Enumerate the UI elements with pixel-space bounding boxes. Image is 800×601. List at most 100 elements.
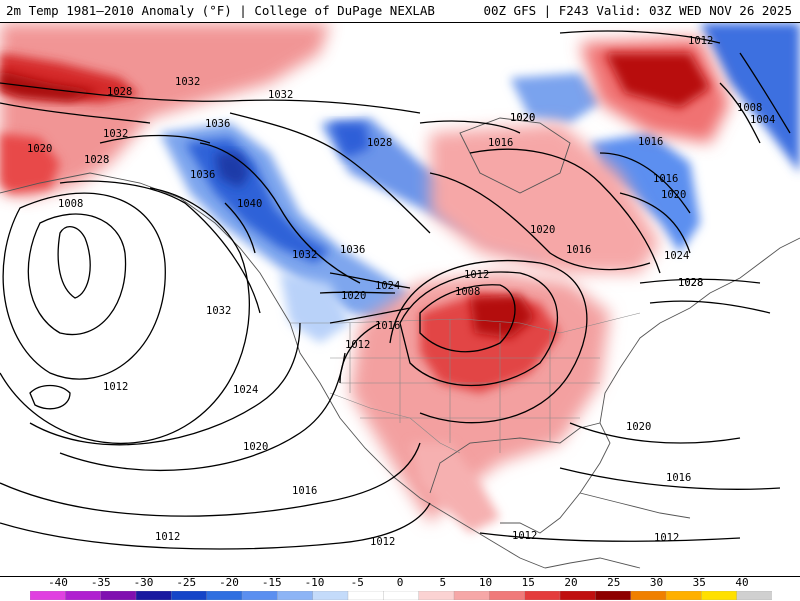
colorbar-swatch: [100, 591, 137, 600]
colorbar-scale: [30, 591, 772, 600]
isobar-label: 1020: [27, 143, 52, 155]
cool-anomaly-pacific-nw: [280, 273, 350, 343]
isobar-label: 1016: [638, 136, 663, 148]
isobar-1020-west: [319, 291, 396, 294]
map-title: 2m Temp 1981–2010 Anomaly (°F) | College…: [6, 3, 435, 18]
isobar-label: 1040: [237, 198, 262, 210]
isobar-label: 1020: [510, 112, 535, 124]
coastline-gulf: [429, 422, 611, 534]
isobar-1032-north: [0, 82, 421, 114]
colorbar-tick-label: -20: [219, 576, 239, 589]
isobar-label: 1012: [688, 35, 713, 47]
isobar-ring-2: [2, 192, 166, 380]
isobar-1024-pacific: [29, 322, 301, 446]
colorbar-swatch: [312, 591, 349, 600]
isobar-1020-atlantic-south: [569, 422, 741, 444]
isobar-label: 1012: [345, 339, 370, 351]
isobar-low-offshore: [29, 384, 71, 410]
isobar-1012-caribbean: [479, 532, 741, 542]
isobar-label: 1024: [233, 384, 258, 396]
state-lines: [330, 319, 600, 453]
isobar-label: 1012: [464, 269, 489, 281]
isobar-label: 1016: [292, 485, 317, 497]
isobar-1024-atlantic: [639, 278, 761, 284]
isobar-label: 1012: [370, 536, 395, 548]
cold-anomaly-greenland: [700, 23, 800, 173]
isobar-label: 1028: [678, 277, 703, 289]
isobar-ring-1: [27, 213, 127, 336]
isobar-label: 1016: [666, 472, 691, 484]
isobar-1024-west: [329, 272, 411, 289]
isobar-1012-central: [399, 271, 559, 387]
colorbar-swatch: [135, 591, 172, 600]
isobar-label: 1004: [750, 114, 775, 126]
colorbar-tick-label: 30: [649, 576, 664, 589]
isobar-labels: 1032 1028 1032 1036 1032 1028 1020 1028 …: [27, 35, 775, 548]
isobar-label: 1028: [107, 86, 132, 98]
colorbar-tick-label: -35: [90, 576, 111, 589]
colorbar-swatch: [630, 591, 667, 600]
coastline-central-america: [544, 557, 641, 569]
isobar-label: 1028: [678, 277, 703, 289]
isobar-1008-low: [57, 226, 91, 299]
anomaly-colorbar: -40 -35 -30 -25 -20 -15 -10 -5 0 5 10 15 20 25 30 35 40: [0, 576, 800, 601]
warm-anomaly-baffin-core: [605, 53, 710, 108]
colorbar-swatch: [171, 591, 208, 600]
isobar-1008-central: [419, 284, 516, 353]
colorbar-swatch: [665, 591, 702, 600]
isobar-label: 1012: [654, 532, 679, 544]
cold-anomaly-quebec: [510, 73, 600, 123]
warm-anomaly-alaska-peak: [0, 71, 100, 101]
colorbar-tick-label: 20: [564, 576, 578, 589]
isobar-label: 1032: [175, 76, 200, 88]
isobar-label: 1020: [626, 421, 651, 433]
isobar-label: 1020: [510, 112, 535, 124]
isobar-label: 1008: [737, 102, 762, 114]
colorbar-swatch: [277, 591, 314, 600]
isobar-label: 1032: [268, 89, 293, 101]
isobar-lines: [0, 30, 791, 550]
warm-anomaly-bering: [0, 133, 60, 193]
colorbar-tick-label: 40: [735, 576, 749, 589]
isobar-1020-canada: [419, 120, 651, 271]
colorbar-swatch: [30, 591, 66, 600]
isobar-label: 1012: [103, 381, 128, 393]
isobar-1032-pacific: [0, 187, 250, 444]
isobar-1020-labrador: [619, 192, 691, 254]
colorbar-tick-label: 10: [478, 576, 493, 589]
isobar-label: 1016: [566, 244, 591, 256]
colorbar-tick-label: -15: [261, 576, 282, 589]
isobar-label: 1032: [103, 128, 128, 140]
isobar-1020-pacific: [59, 352, 346, 472]
isobar-1016-atlantic-south: [559, 467, 781, 490]
cold-anomaly-labrador: [590, 133, 700, 253]
model-run-info: 00Z GFS | F243 Valid: 03Z WED NOV 26 202…: [483, 3, 792, 18]
isobar-label: 1016: [653, 173, 678, 185]
isobar-label: 1020: [341, 290, 366, 302]
warm-anomaly-mexico: [410, 443, 500, 533]
isobar-label: 1008: [58, 198, 83, 210]
colorbar-swatch: [241, 591, 278, 600]
isobar-1032-mid: [99, 134, 211, 144]
colorbar-tick-label: 5: [439, 576, 447, 589]
isobar-label: 1012: [155, 531, 180, 543]
isobar-1008-greenland: [719, 82, 761, 144]
warm-anomaly-central-peak: [470, 295, 535, 338]
isobar-label: 1024: [664, 250, 689, 262]
isobar-1016-pacific: [0, 442, 421, 517]
isobar-1016-quebec: [469, 148, 661, 274]
colorbar-swatch: [65, 591, 102, 600]
isobar-label: 1016: [488, 137, 513, 149]
canada-us-border: [290, 312, 641, 334]
isobar-1036-bc: [199, 142, 361, 284]
cold-anomaly-central-core: [330, 123, 370, 158]
colorbar-swatch: [453, 591, 490, 600]
colorbar-tick-label: -10: [304, 576, 325, 589]
map-header: 2m Temp 1981–2010 Anomaly (°F) | College…: [0, 0, 800, 23]
colorbar-tick-label: -5: [350, 576, 364, 589]
isobar-label: 1036: [205, 118, 230, 130]
political-borders: [290, 312, 641, 454]
colorbar-tick-label: 0: [396, 576, 404, 589]
isobar-1012-greenland: [559, 30, 721, 44]
